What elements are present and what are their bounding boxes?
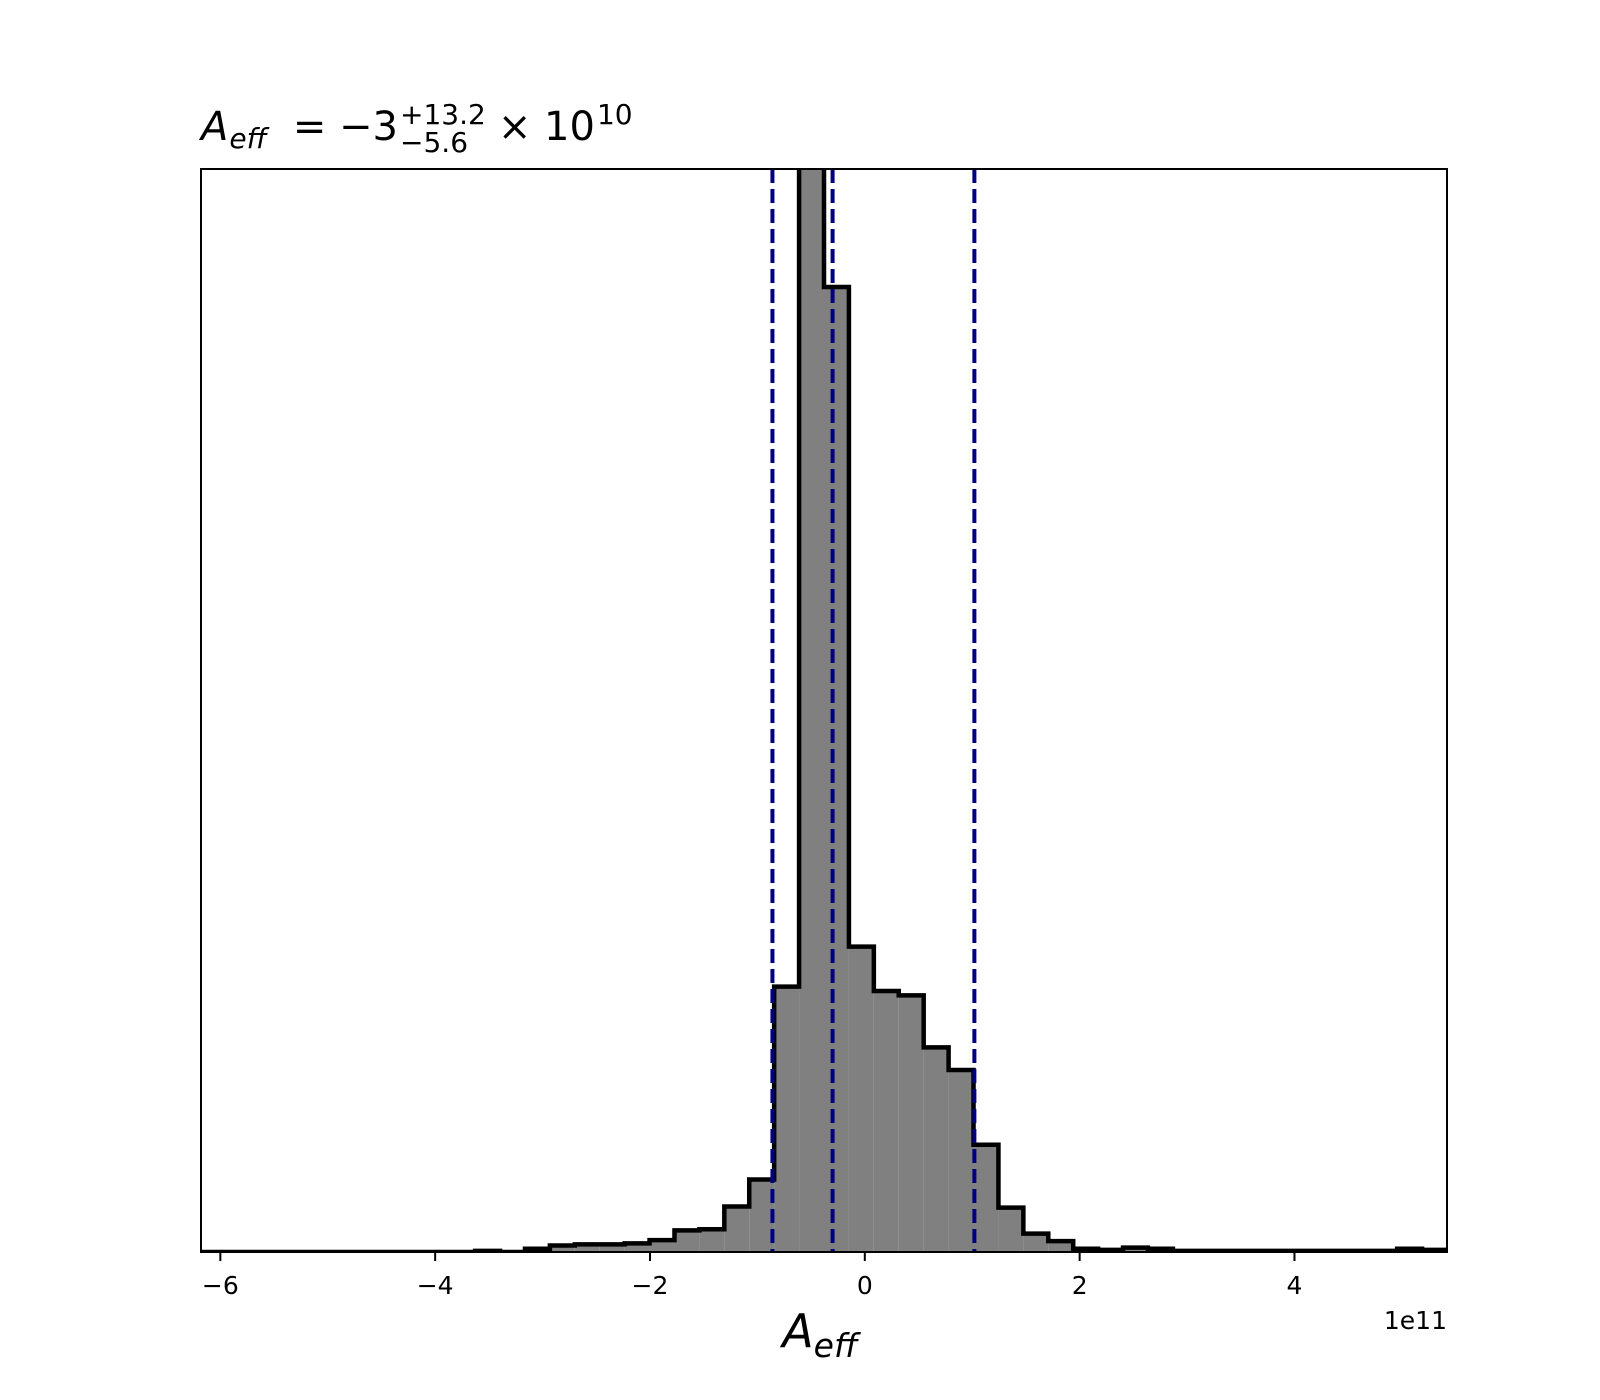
bar bbox=[998, 1207, 1024, 1252]
x-tick-label: 4 bbox=[1287, 1271, 1303, 1300]
bar bbox=[599, 1244, 625, 1252]
bar bbox=[699, 1229, 725, 1252]
x-tick-label: 0 bbox=[857, 1271, 873, 1300]
bar bbox=[824, 287, 849, 1252]
x-tick-label: −4 bbox=[417, 1271, 454, 1300]
bar bbox=[674, 1230, 700, 1252]
x-label-symbol: A bbox=[779, 1304, 813, 1358]
x-tick-label: 2 bbox=[1072, 1271, 1088, 1300]
x-axis-label: Aeff bbox=[779, 1304, 861, 1365]
plot-area bbox=[201, 169, 1447, 1252]
bar bbox=[898, 995, 924, 1252]
bar bbox=[724, 1206, 750, 1252]
bar bbox=[1023, 1233, 1049, 1252]
bar bbox=[973, 1144, 999, 1252]
bar bbox=[549, 1245, 575, 1252]
offset-text: 1e11 bbox=[1384, 1306, 1447, 1335]
bar bbox=[848, 946, 874, 1252]
bar bbox=[799, 169, 824, 1252]
bar bbox=[574, 1244, 600, 1252]
title-upper: +13.2 bbox=[400, 98, 486, 131]
title-lower: −5.6 bbox=[400, 126, 468, 159]
bar bbox=[624, 1243, 650, 1252]
x-tick-label: −2 bbox=[632, 1271, 669, 1300]
title-scale: × 10 bbox=[498, 104, 595, 150]
bar bbox=[948, 1070, 974, 1252]
x-label-subscript: eff bbox=[814, 1326, 861, 1365]
axes-frame bbox=[200, 168, 1448, 1253]
bar bbox=[873, 990, 899, 1252]
title-exponent: 10 bbox=[597, 98, 633, 131]
title-symbol: A bbox=[198, 104, 228, 150]
bar bbox=[923, 1047, 949, 1252]
bar bbox=[1048, 1241, 1074, 1252]
bar bbox=[774, 986, 800, 1252]
title-value: = −3 bbox=[293, 104, 398, 150]
title-subscript: eff bbox=[229, 122, 269, 155]
x-tick-label: −6 bbox=[202, 1271, 239, 1300]
bar bbox=[649, 1240, 675, 1252]
bar bbox=[749, 1179, 775, 1252]
